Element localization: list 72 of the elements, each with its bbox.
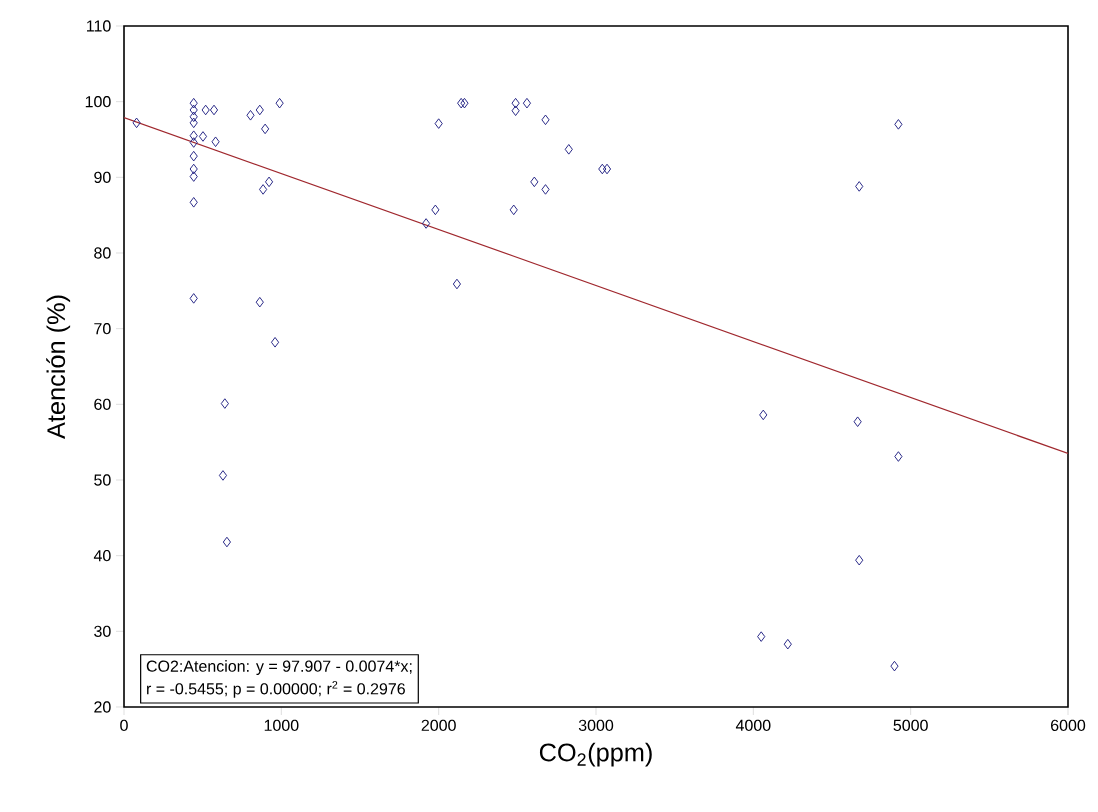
y-tick-label: 90	[94, 171, 111, 183]
point	[246, 110, 255, 121]
point	[189, 163, 198, 175]
y-axis-title: Atención (%)	[46, 295, 71, 439]
point	[198, 131, 208, 142]
point	[452, 278, 461, 290]
annotation: CO2:Atencion: y = 97.907 - 0.0074*x;	[146, 660, 412, 675]
point	[511, 97, 520, 109]
point	[211, 136, 220, 148]
point	[530, 176, 539, 188]
point	[189, 171, 198, 182]
point	[222, 536, 231, 548]
point	[189, 97, 198, 109]
y-tick-label: 20	[94, 701, 111, 713]
x-tick-label: 6000	[1051, 719, 1086, 732]
point	[189, 104, 198, 116]
point	[564, 144, 573, 155]
point	[189, 137, 198, 148]
point	[783, 638, 792, 650]
x-tick-label: 1000	[264, 719, 299, 732]
point	[275, 97, 284, 109]
point	[522, 97, 532, 109]
point	[259, 184, 268, 195]
point	[255, 104, 264, 116]
y-tick-label: 70	[94, 323, 111, 335]
point	[431, 204, 440, 216]
point	[261, 123, 270, 135]
x-tick-label: 4000	[735, 719, 771, 732]
point	[855, 554, 864, 566]
point	[853, 416, 862, 427]
point	[132, 117, 141, 129]
point	[189, 150, 198, 162]
y-tick-label: 30	[94, 625, 111, 637]
x-tick-label: 2000	[421, 719, 456, 732]
y-tick-label: 80	[94, 247, 111, 259]
point	[511, 105, 520, 117]
y-tick-label: 60	[94, 398, 111, 410]
point	[189, 111, 198, 123]
point	[759, 409, 768, 421]
annotation: r = -0.5455; p = 0.00000; r$^{2}$ = 0.2976	[147, 681, 405, 698]
point	[757, 631, 766, 642]
point	[265, 176, 274, 188]
point	[189, 197, 198, 208]
y-tick-label: 100	[85, 96, 111, 108]
point	[189, 117, 198, 129]
point	[509, 204, 518, 216]
y-tick-label: 40	[93, 549, 111, 562]
point	[434, 118, 443, 129]
y-tick-label: 50	[94, 474, 111, 486]
point	[894, 119, 903, 130]
point	[602, 163, 612, 175]
point	[220, 398, 229, 409]
point	[270, 337, 280, 348]
y-tick-label: 110	[87, 20, 111, 32]
point	[189, 293, 198, 304]
x-tick-label: 3000	[578, 719, 614, 732]
point	[541, 114, 550, 126]
point	[457, 97, 466, 109]
point	[189, 130, 198, 141]
point	[201, 104, 210, 116]
x-axis-title: CO$_{2}$(ppm)	[539, 742, 652, 767]
point	[541, 184, 550, 195]
point	[218, 470, 228, 481]
point	[890, 660, 899, 672]
point	[894, 451, 903, 462]
point	[209, 104, 219, 116]
x-tick-label: 0	[120, 719, 128, 732]
point	[598, 163, 607, 175]
point	[255, 296, 264, 308]
point	[422, 218, 431, 229]
point	[855, 181, 864, 192]
x-tick-label: 5000	[893, 719, 928, 732]
